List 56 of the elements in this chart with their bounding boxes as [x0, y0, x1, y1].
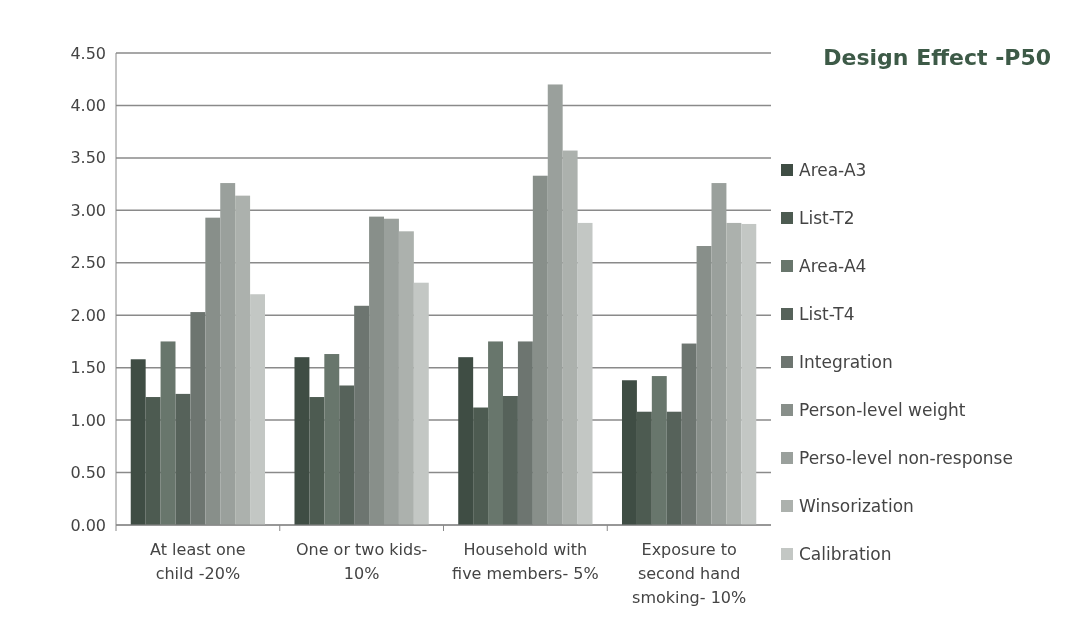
y-tick-label: 4.50	[70, 43, 106, 63]
text: Design Effect -P50	[823, 45, 1051, 70]
legend-label: Area-A3	[799, 159, 867, 180]
y-tick-label: 1.50	[70, 358, 106, 378]
bar	[681, 343, 697, 525]
y-tick-label: 3.50	[70, 148, 106, 168]
bar	[621, 380, 637, 525]
bar	[339, 385, 355, 525]
bar	[354, 305, 370, 525]
bar	[562, 150, 578, 525]
bar	[488, 341, 503, 525]
legend-label: Integration	[799, 351, 893, 372]
bar	[384, 218, 399, 525]
legend-label: Calibration	[799, 543, 892, 564]
y-tick-label: 1.00	[70, 410, 106, 430]
y-tick-label: 3.00	[70, 200, 106, 220]
bar	[220, 183, 236, 525]
bar	[636, 411, 652, 525]
bar	[458, 357, 474, 525]
x-tick-label: Exposure to second hand smoking- 10%	[632, 540, 747, 607]
bar	[517, 341, 533, 525]
bar	[398, 231, 414, 525]
x-tick-label: At least one child -20%	[150, 540, 246, 583]
bar	[413, 282, 429, 525]
bar	[130, 359, 146, 525]
y-tick-label: 2.50	[70, 253, 106, 273]
bar	[666, 411, 682, 525]
bar	[145, 397, 161, 525]
x-tick-label: One or two kids- 10%	[295, 540, 428, 583]
bar	[651, 376, 667, 525]
bar	[503, 395, 518, 525]
bar	[175, 393, 191, 525]
legend-label: Area-A4	[799, 255, 867, 276]
bar	[294, 357, 310, 525]
x-tick-label: Household with five members- 5%	[452, 540, 599, 583]
legend-label: Person-level weight	[799, 399, 966, 420]
bar	[547, 84, 563, 525]
bar	[160, 341, 176, 525]
bar	[250, 294, 266, 525]
bar	[577, 222, 593, 525]
legend-label: Perso-level non-response	[799, 447, 1013, 468]
y-tick-label: 4.00	[70, 96, 106, 116]
y-tick-label: 0.00	[70, 515, 106, 535]
y-tick-label: 0.50	[70, 463, 106, 483]
bar	[235, 195, 251, 525]
bar	[324, 354, 340, 525]
bar	[711, 183, 727, 525]
bar	[726, 222, 742, 525]
y-tick-label: 2.00	[70, 305, 106, 325]
legend-label: List-T2	[799, 207, 855, 228]
bar	[190, 312, 206, 525]
bar	[473, 407, 489, 525]
bar	[741, 223, 757, 525]
bar	[309, 397, 325, 525]
legend-label: List-T4	[799, 303, 855, 324]
legend-label: Winsorization	[799, 495, 914, 516]
